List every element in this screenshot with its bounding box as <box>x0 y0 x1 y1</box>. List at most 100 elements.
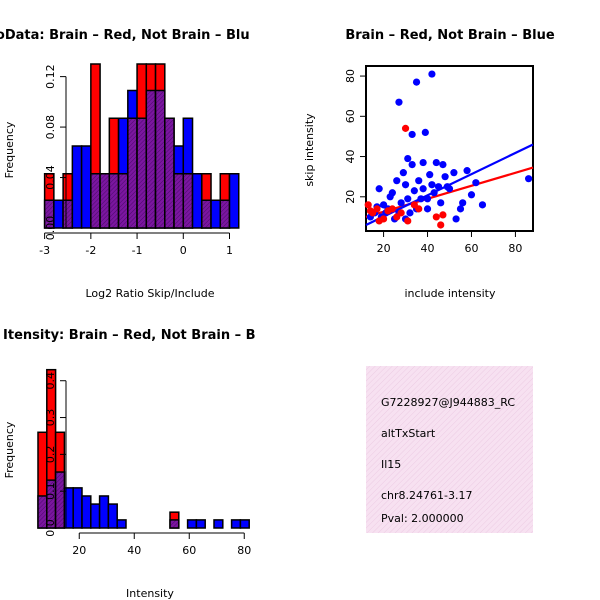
scatter-point <box>426 171 434 179</box>
histogram-overlap-bar <box>127 117 138 229</box>
scatter-point <box>430 189 438 197</box>
histogram-bar <box>228 173 240 229</box>
x-tick-label: 1 <box>226 244 233 257</box>
histogram-bar <box>71 145 83 229</box>
histogram-overlap-bar <box>145 89 157 229</box>
intensity-histogram-bars <box>37 368 250 529</box>
scatter-point <box>452 215 460 223</box>
scatter-point <box>463 167 471 175</box>
scatter-point <box>439 211 447 219</box>
histogram-bar <box>191 173 203 229</box>
intensity-scatter-xlabel: include intensity <box>404 287 496 300</box>
scatter-point <box>423 195 432 203</box>
histogram-overlap-bar <box>99 173 111 229</box>
intensity-histogram-xlabel: Intensity <box>126 587 174 600</box>
histogram-bar <box>80 145 92 229</box>
histogram-overlap-bar <box>117 173 129 229</box>
scatter-point <box>388 189 396 197</box>
scatter-point <box>428 70 436 78</box>
scatter-point <box>406 209 414 217</box>
histogram-bar <box>239 519 250 529</box>
x-tick-label: -1 <box>132 244 143 257</box>
scatter-point <box>393 177 401 185</box>
info-panel-clip <box>534 366 600 533</box>
scatter-point <box>472 179 480 187</box>
ratio-histogram-ylabel: Frequency <box>3 121 16 178</box>
histogram-overlap-bar <box>90 173 101 229</box>
intensity-scatter-ylabel: skip intensity <box>303 113 316 187</box>
y-tick-label: 0.04 <box>44 165 57 190</box>
scatter-point <box>364 201 372 209</box>
scatter-point <box>434 183 443 191</box>
scatter-point <box>437 221 445 229</box>
x-tick-label: 40 <box>127 544 141 557</box>
intensity-histogram: ne Itensity: Brain – Red, Not Brain – B … <box>0 328 256 600</box>
scatter-point <box>419 185 427 193</box>
x-tick-label: -3 <box>39 244 50 257</box>
y-tick-label: 0.4 <box>44 372 57 390</box>
x-tick-label: 20 <box>72 544 86 557</box>
scatter-point <box>525 175 533 183</box>
histogram-bar <box>72 487 83 529</box>
scatter-point <box>375 185 383 193</box>
scatter-point <box>456 205 465 213</box>
scatter-plot-frame <box>365 65 534 232</box>
histogram-overlap-bar <box>136 117 148 229</box>
scatter-point <box>415 177 423 185</box>
intensity-scatter-title: Brain – Red, Not Brain – Blue <box>345 28 554 43</box>
info-panel-pval: Pval: 2.000000 <box>381 512 464 525</box>
scatter-point <box>478 201 487 209</box>
scatter-point <box>401 124 410 132</box>
y-tick-label: 0.1 <box>44 482 57 500</box>
scatter-point <box>410 187 418 195</box>
scatter-point <box>450 169 458 177</box>
scatter-point <box>397 199 405 207</box>
scatter-point <box>408 130 416 139</box>
y-tick-label: 0.08 <box>44 115 57 140</box>
scatter-point <box>421 128 429 137</box>
x-tick-label: 80 <box>508 242 522 255</box>
scatter-point <box>415 205 423 213</box>
histogram-bar <box>195 519 206 529</box>
histogram-overlap-bar <box>62 199 74 229</box>
histogram-bar <box>230 519 242 529</box>
scatter-points <box>364 70 533 229</box>
scatter-point <box>445 185 454 193</box>
x-tick-label: -2 <box>85 244 96 257</box>
scatter-point <box>437 199 445 207</box>
histogram-bar <box>116 519 127 529</box>
intensity-histogram-axes: 0.0 0.1 0.2 0.3 0.4 20 40 60 80 <box>44 372 251 557</box>
scatter-point <box>404 217 412 225</box>
x-tick-label: 80 <box>237 544 251 557</box>
scatter-point <box>417 195 425 203</box>
y-tick-label: 60 <box>344 109 357 123</box>
x-tick-label: 60 <box>464 242 478 255</box>
ratio-histogram-bars <box>43 63 240 229</box>
scatter-point <box>419 158 427 167</box>
x-tick-label: 20 <box>377 242 391 255</box>
ratio-histogram-axes: 0.00 0.04 0.08 0.12 -3 -2 -1 0 1 <box>39 64 233 257</box>
scatter-point <box>408 160 416 169</box>
scatter-point <box>399 169 407 177</box>
info-panel-location: chr8.24761-3.17 <box>381 489 473 502</box>
scatter-point <box>388 205 396 213</box>
histogram-overlap-bar <box>201 199 212 229</box>
scatter-point <box>404 195 412 203</box>
scatter-point <box>379 215 388 223</box>
histogram-overlap-bar <box>164 117 175 229</box>
x-tick-label: 60 <box>182 544 196 557</box>
histogram-bar <box>81 495 92 529</box>
ratio-histogram-xlabel: Log2 Ratio Skip/Include <box>85 287 214 300</box>
intensity-histogram-title: ne Itensity: Brain – Red, Not Brain – B <box>0 328 256 343</box>
histogram-bar <box>107 503 118 529</box>
y-tick-label: 0.2 <box>44 446 57 464</box>
scatter-point <box>397 209 405 217</box>
info-panel-event: altTxStart <box>381 427 436 440</box>
scatter-point <box>432 213 440 221</box>
scatter-point <box>401 181 410 189</box>
histogram-overlap-bar <box>108 173 120 229</box>
intensity-histogram-ylabel: Frequency <box>3 421 16 478</box>
scatter-axes: 20 40 60 80 20 40 60 80 <box>344 69 522 255</box>
scatter-point <box>459 199 467 207</box>
